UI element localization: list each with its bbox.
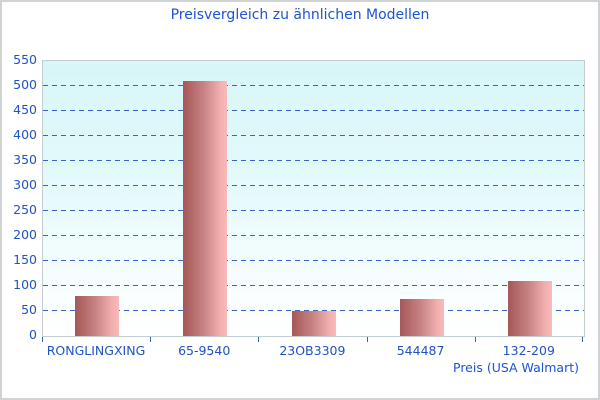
gridline-100 — [43, 285, 584, 286]
y-tick-label: 250 — [13, 202, 37, 217]
y-tick-label: 350 — [13, 152, 37, 167]
y-tick-label: 500 — [13, 77, 37, 92]
gridline-450 — [43, 110, 584, 111]
gridline-300 — [43, 185, 584, 186]
gridline-350 — [43, 160, 584, 161]
gridline-250 — [43, 210, 584, 211]
x-category-label: 132-209 — [502, 343, 555, 358]
gridline-500 — [43, 85, 584, 86]
x-axis-tick — [366, 337, 368, 342]
x-category-label: 65-9540 — [178, 343, 231, 358]
x-category-label: RONGLINGXING — [46, 343, 146, 358]
gridline-150 — [43, 260, 584, 261]
x-category-label: 23OB3309 — [279, 343, 346, 358]
x-axis-tick — [42, 337, 43, 342]
y-tick-label: 0 — [29, 327, 37, 342]
bar-132-209 — [507, 281, 552, 336]
x-category-label: 544487 — [396, 343, 445, 358]
y-tick-label: 150 — [13, 252, 37, 267]
x-axis-tick — [474, 337, 476, 342]
bar-23OB3309 — [291, 311, 336, 336]
plot-area — [42, 60, 585, 337]
y-tick-label: 300 — [13, 177, 37, 192]
y-tick-label: 550 — [13, 52, 37, 67]
y-tick-label: 100 — [13, 277, 37, 292]
bar-RONGLINGXING — [75, 296, 120, 336]
bar-65-9540 — [183, 81, 228, 336]
x-axis-tick — [582, 337, 583, 342]
bar-544487 — [399, 298, 444, 336]
gridline-50 — [43, 310, 584, 311]
x-axis-tick — [258, 337, 260, 342]
x-axis-title: Preis (USA Walmart) — [453, 360, 579, 375]
chart-title: Preisvergleich zu ähnlichen Modellen — [170, 7, 430, 23]
gridline-200 — [43, 235, 584, 236]
y-tick-label: 50 — [21, 302, 37, 317]
gridline-400 — [43, 135, 584, 136]
y-tick-label: 200 — [13, 227, 37, 242]
y-tick-label: 400 — [13, 127, 37, 142]
y-tick-label: 450 — [13, 102, 37, 117]
x-axis-tick — [150, 337, 152, 342]
